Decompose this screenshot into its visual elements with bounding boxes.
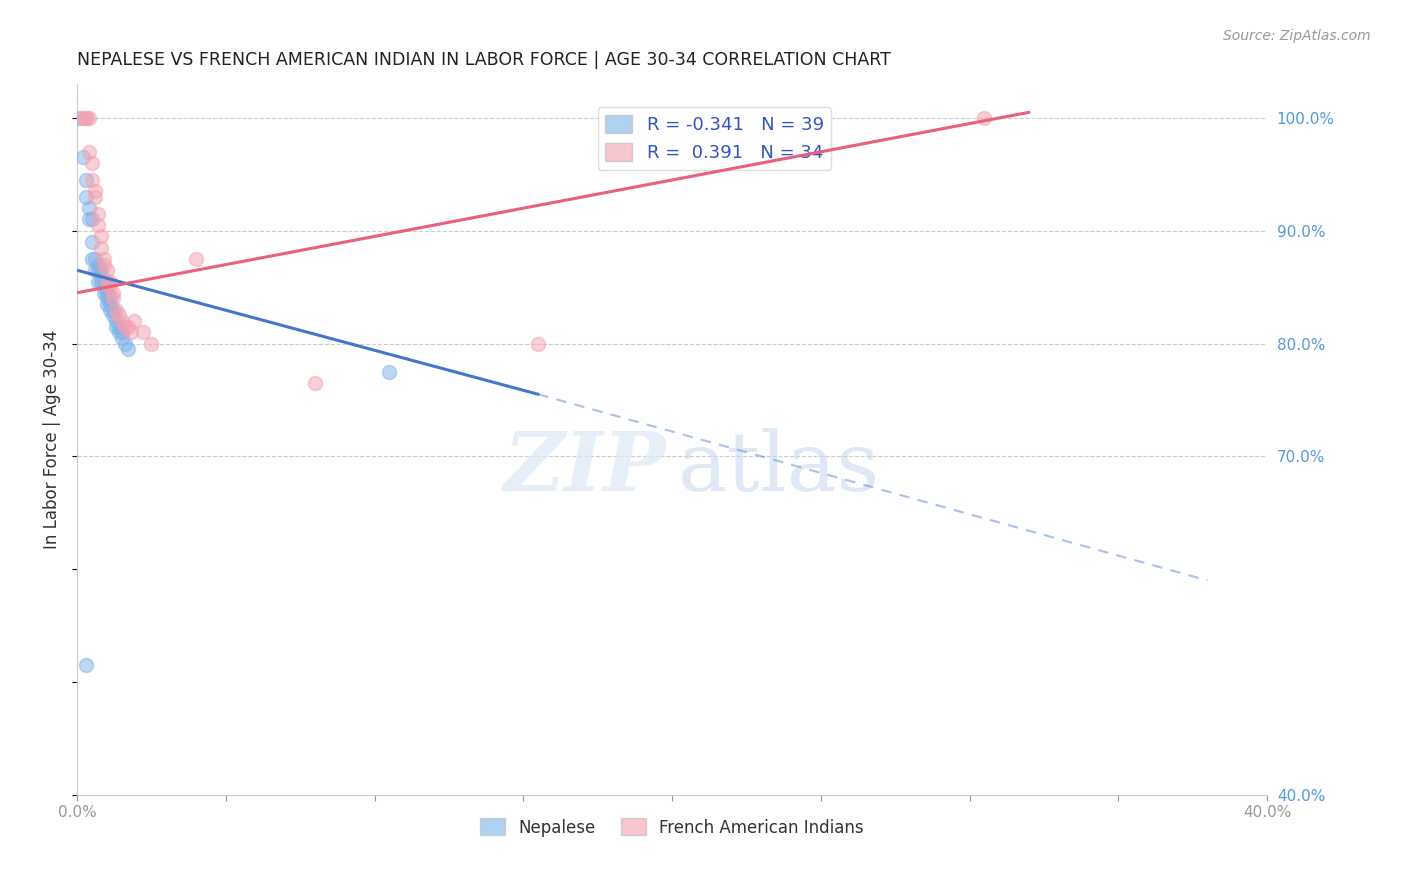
Point: [111, 314, 134, 328]
Point: [93, 275, 115, 289]
Point: [87, 218, 110, 232]
Point: [87, 263, 110, 277]
Point: [101, 309, 124, 323]
Point: [96, 263, 118, 277]
Point: [80, 235, 103, 249]
Point: [114, 336, 136, 351]
Point: [184, 252, 207, 266]
Point: [131, 325, 153, 339]
Text: ZIP: ZIP: [503, 428, 666, 508]
Point: [87, 258, 110, 272]
Point: [96, 292, 118, 306]
Point: [84, 252, 107, 266]
Point: [111, 325, 134, 339]
Point: [90, 268, 112, 283]
Point: [101, 285, 124, 300]
Point: [80, 212, 103, 227]
Point: [96, 275, 118, 289]
Point: [527, 336, 550, 351]
Point: [104, 314, 127, 328]
Point: [80, 156, 103, 170]
Legend: Nepalese, French American Indians: Nepalese, French American Indians: [474, 812, 870, 843]
Point: [973, 111, 995, 125]
Point: [72, 151, 94, 165]
Point: [93, 280, 115, 294]
Point: [96, 285, 118, 300]
Point: [104, 319, 127, 334]
Point: [77, 145, 100, 159]
Point: [90, 241, 112, 255]
Point: [93, 258, 115, 272]
Point: [87, 275, 110, 289]
Point: [75, 111, 97, 125]
Point: [93, 252, 115, 266]
Point: [104, 302, 127, 317]
Point: [98, 297, 121, 311]
Point: [117, 342, 139, 356]
Point: [72, 111, 94, 125]
Point: [84, 190, 107, 204]
Point: [114, 319, 136, 334]
Point: [111, 331, 134, 345]
Point: [80, 173, 103, 187]
Point: [304, 376, 326, 390]
Point: [98, 280, 121, 294]
Text: NEPALESE VS FRENCH AMERICAN INDIAN IN LABOR FORCE | AGE 30-34 CORRELATION CHART: NEPALESE VS FRENCH AMERICAN INDIAN IN LA…: [77, 51, 891, 69]
Point: [378, 365, 401, 379]
Point: [101, 302, 124, 317]
Point: [90, 229, 112, 244]
Point: [80, 252, 103, 266]
Point: [77, 201, 100, 215]
Point: [120, 325, 142, 339]
Point: [77, 111, 100, 125]
Point: [87, 207, 110, 221]
Point: [69, 111, 91, 125]
Point: [107, 325, 129, 339]
Point: [93, 285, 115, 300]
Point: [90, 263, 112, 277]
Point: [90, 275, 112, 289]
Point: [98, 302, 121, 317]
Point: [98, 292, 121, 306]
Point: [77, 212, 100, 227]
Point: [98, 275, 121, 289]
Text: atlas: atlas: [678, 428, 880, 508]
Point: [117, 319, 139, 334]
Point: [107, 309, 129, 323]
Point: [75, 173, 97, 187]
Point: [84, 263, 107, 277]
Point: [141, 336, 163, 351]
Point: [122, 314, 145, 328]
Point: [96, 297, 118, 311]
Point: [75, 190, 97, 204]
Point: [75, 658, 97, 673]
Point: [75, 111, 97, 125]
Text: Source: ZipAtlas.com: Source: ZipAtlas.com: [1223, 29, 1371, 43]
Point: [84, 184, 107, 198]
Y-axis label: In Labor Force | Age 30-34: In Labor Force | Age 30-34: [44, 330, 60, 549]
Point: [101, 292, 124, 306]
Point: [107, 319, 129, 334]
Point: [96, 280, 118, 294]
